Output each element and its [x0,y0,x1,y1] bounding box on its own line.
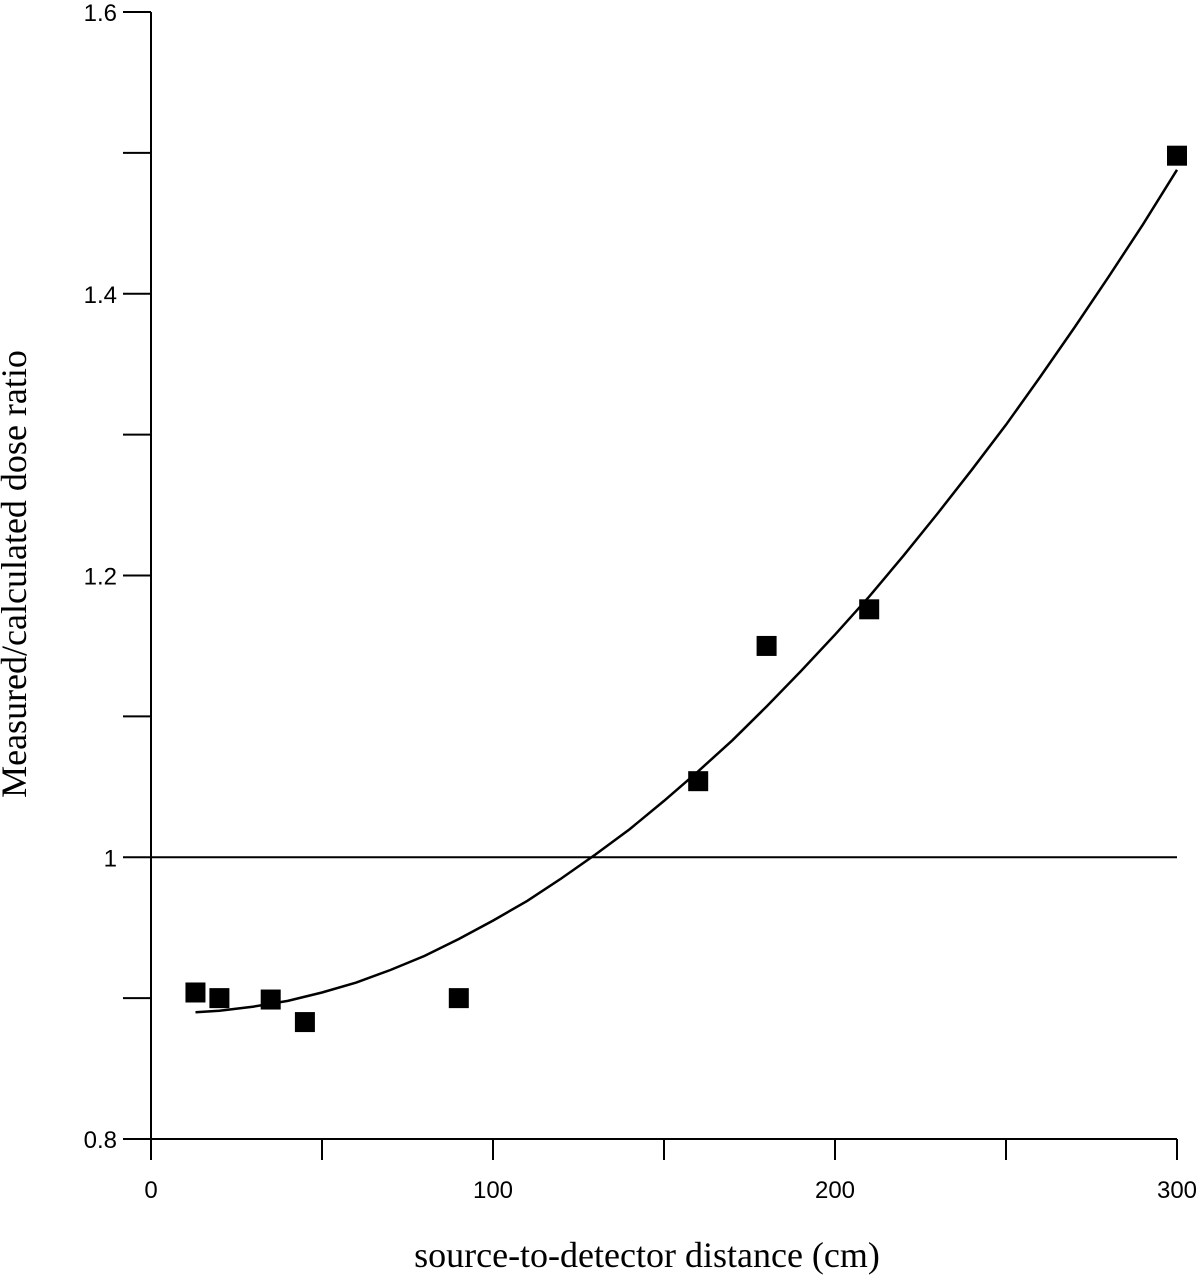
data-point [448,988,469,1009]
y-axis-title: Measured/calculated dose ratio [0,350,34,798]
x-tick-label: 100 [473,1177,513,1204]
data-point [260,989,281,1010]
data-point [294,1012,315,1033]
data-point [1167,145,1187,166]
data-points-layer [185,145,1187,1033]
fit-curve-layer [195,169,1179,1014]
axes [123,11,1178,1160]
data-point [185,982,206,1003]
y-tick-label: 1.4 [84,282,117,309]
data-point [859,599,880,620]
data-point [688,771,709,792]
tick-labels: 0.8 1 1.2 1.4 1.6 0 100 200 300 [84,0,1197,1204]
fit-curve [195,169,1179,1014]
y-tick-label: 0.8 [84,1127,117,1154]
data-point [756,635,777,656]
x-axis-title: source-to-detector distance (cm) [414,1235,880,1275]
y-tick-label: 1.6 [84,0,117,27]
x-tick-label: 300 [1157,1177,1197,1204]
x-tick-label: 200 [815,1177,855,1204]
y-tick-label: 1.2 [84,564,117,591]
data-point [209,988,230,1009]
y-tick-label: 1 [104,845,117,872]
x-tick-label: 0 [144,1177,157,1204]
